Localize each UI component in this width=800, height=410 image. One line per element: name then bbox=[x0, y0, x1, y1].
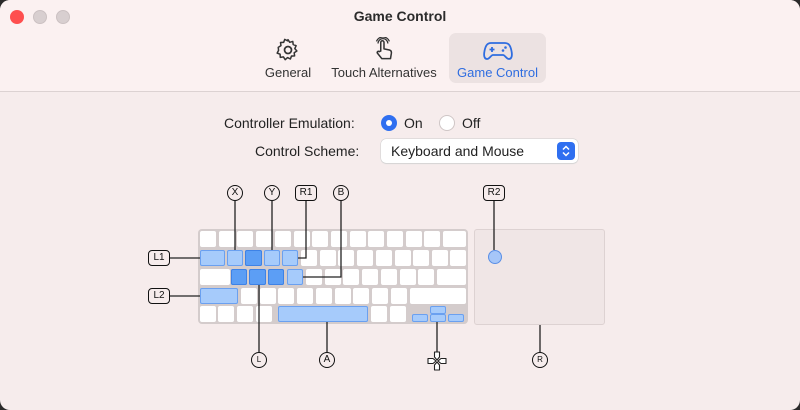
key bbox=[390, 306, 406, 322]
key bbox=[259, 288, 276, 304]
button-x-badge: X bbox=[227, 185, 243, 201]
emulation-label: Controller Emulation: bbox=[224, 115, 355, 131]
control-scheme-select[interactable]: Keyboard and Mouse bbox=[381, 139, 578, 163]
window-title: Game Control bbox=[353, 8, 447, 24]
key bbox=[256, 306, 272, 322]
key bbox=[371, 288, 388, 304]
tab-game-control[interactable]: Game Control bbox=[449, 33, 546, 83]
key bbox=[319, 250, 336, 266]
gear-icon bbox=[276, 38, 298, 61]
mapped-key bbox=[200, 250, 225, 266]
button-r2-badge: R2 bbox=[483, 185, 505, 201]
key bbox=[334, 288, 351, 304]
key bbox=[237, 306, 253, 322]
key bbox=[413, 250, 430, 266]
key bbox=[443, 231, 466, 247]
radio-off-label: Off bbox=[462, 115, 481, 131]
key bbox=[241, 288, 257, 304]
tab-label: Game Control bbox=[457, 65, 538, 80]
arrow-key bbox=[448, 314, 464, 322]
mapped-key bbox=[249, 269, 266, 285]
key bbox=[371, 306, 387, 322]
key bbox=[450, 250, 466, 266]
key bbox=[278, 288, 295, 304]
key bbox=[410, 288, 466, 304]
mapped-key bbox=[278, 306, 368, 322]
close-button[interactable] bbox=[10, 10, 24, 24]
scheme-value: Keyboard and Mouse bbox=[391, 143, 525, 159]
key bbox=[424, 231, 441, 247]
key bbox=[256, 231, 273, 247]
key bbox=[315, 288, 332, 304]
key bbox=[353, 288, 370, 304]
key bbox=[380, 269, 397, 285]
button-y-badge: Y bbox=[264, 185, 280, 201]
mapped-key bbox=[282, 250, 298, 266]
key bbox=[394, 250, 411, 266]
button-l2-badge: L2 bbox=[148, 288, 170, 304]
key bbox=[200, 269, 230, 285]
key bbox=[301, 250, 317, 266]
tab-label: Touch Alternatives bbox=[331, 65, 437, 80]
key bbox=[437, 269, 466, 285]
key bbox=[343, 269, 360, 285]
key bbox=[431, 250, 448, 266]
right-stick-badge: R bbox=[532, 352, 548, 368]
mapped-key bbox=[227, 250, 243, 266]
button-l1-badge: L1 bbox=[148, 250, 170, 266]
key bbox=[405, 231, 422, 247]
chevron-up-down-icon bbox=[557, 142, 575, 160]
radio-on[interactable] bbox=[381, 115, 397, 131]
key bbox=[387, 231, 403, 247]
arrow-key bbox=[430, 314, 446, 322]
left-stick-badge: L bbox=[251, 352, 267, 368]
key bbox=[368, 231, 385, 247]
zoom-button[interactable] bbox=[56, 10, 70, 24]
mapped-key bbox=[268, 269, 284, 285]
key bbox=[218, 231, 235, 247]
key bbox=[349, 231, 366, 247]
radio-off[interactable] bbox=[439, 115, 455, 131]
mapped-key bbox=[264, 250, 280, 266]
arrow-key bbox=[430, 306, 446, 314]
trackpad-diagram bbox=[474, 229, 605, 325]
tab-general[interactable]: General bbox=[260, 33, 316, 83]
tab-label: General bbox=[264, 65, 312, 80]
mapped-key bbox=[245, 250, 262, 266]
button-r1-badge: R1 bbox=[295, 185, 317, 201]
key bbox=[218, 306, 234, 322]
key bbox=[399, 269, 416, 285]
key bbox=[330, 231, 347, 247]
key bbox=[375, 250, 392, 266]
toolbar: Game Control General Touch Alternatives … bbox=[0, 0, 800, 92]
dpad-icon bbox=[427, 351, 447, 371]
key bbox=[418, 269, 435, 285]
scheme-label: Control Scheme: bbox=[255, 143, 360, 159]
key bbox=[357, 250, 374, 266]
key bbox=[390, 288, 407, 304]
mapped-key bbox=[287, 269, 303, 285]
key bbox=[200, 231, 216, 247]
arrow-key bbox=[412, 314, 428, 322]
radio-on-label: On bbox=[404, 115, 423, 131]
minimize-button[interactable] bbox=[33, 10, 47, 24]
key bbox=[237, 231, 254, 247]
key bbox=[274, 231, 291, 247]
trackpad-cursor-dot bbox=[488, 250, 502, 264]
hand-tap-icon bbox=[375, 37, 393, 60]
key bbox=[362, 269, 379, 285]
button-b-badge: B bbox=[333, 185, 349, 201]
key bbox=[200, 306, 216, 322]
gamecontroller-icon bbox=[482, 42, 513, 60]
mapped-key bbox=[231, 269, 247, 285]
mapped-key bbox=[200, 288, 238, 304]
key bbox=[297, 288, 314, 304]
tab-touch-alternatives[interactable]: Touch Alternatives bbox=[325, 33, 443, 83]
key bbox=[312, 231, 329, 247]
button-a-badge: A bbox=[319, 352, 335, 368]
key bbox=[338, 250, 355, 266]
